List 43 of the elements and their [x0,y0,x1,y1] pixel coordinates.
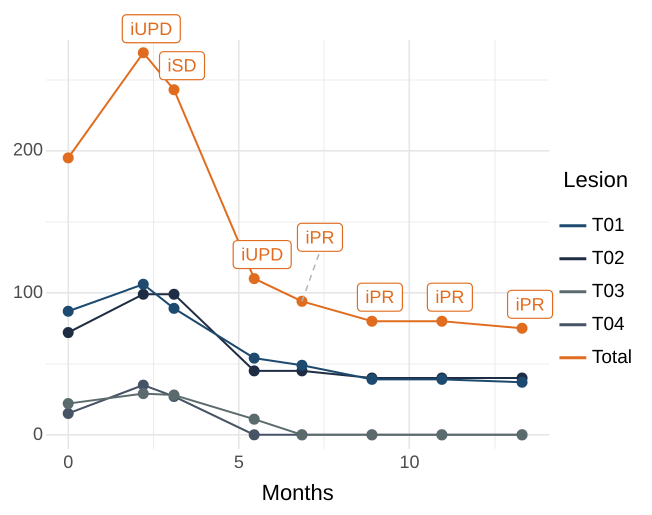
point [62,306,74,317]
annotation: iPR [365,287,394,308]
x-tick-label: 5 [234,452,244,472]
point [62,408,74,419]
legend-label: T03 [592,280,625,302]
annotation: iPR [305,227,334,248]
point [248,352,260,364]
y-tick-label: 200 [12,140,44,160]
point [516,376,528,388]
annotation: iPR [516,294,545,314]
annotation: iSD [167,56,197,76]
point [168,302,180,314]
legend-label: T04 [592,314,626,335]
point [436,316,448,327]
point [366,316,378,327]
point [138,388,149,400]
point [248,273,260,284]
point [516,322,528,334]
x-tick-label: 0 [63,452,74,472]
x-axis-title: Months [262,480,334,505]
point [138,278,149,290]
point [62,327,74,338]
point [62,152,74,164]
point [248,365,260,376]
annotation: iUPD [241,244,284,265]
annotation: iUPD [130,18,172,39]
legend-title: Lesion [563,166,628,192]
point [168,84,180,96]
point [138,47,149,58]
point [296,360,308,371]
point [62,398,74,410]
annotation: iPR [435,287,464,308]
legend-label: Total [592,346,632,368]
y-tick-label: 100 [12,282,44,302]
point [248,414,260,425]
point [248,429,260,440]
legend-label: T02 [592,248,625,269]
x-tick-label: 10 [399,452,420,472]
point [138,288,149,300]
point [138,380,149,391]
legend-label: T01 [592,214,625,236]
y-tick-label: 0 [33,424,44,444]
point [168,288,180,300]
